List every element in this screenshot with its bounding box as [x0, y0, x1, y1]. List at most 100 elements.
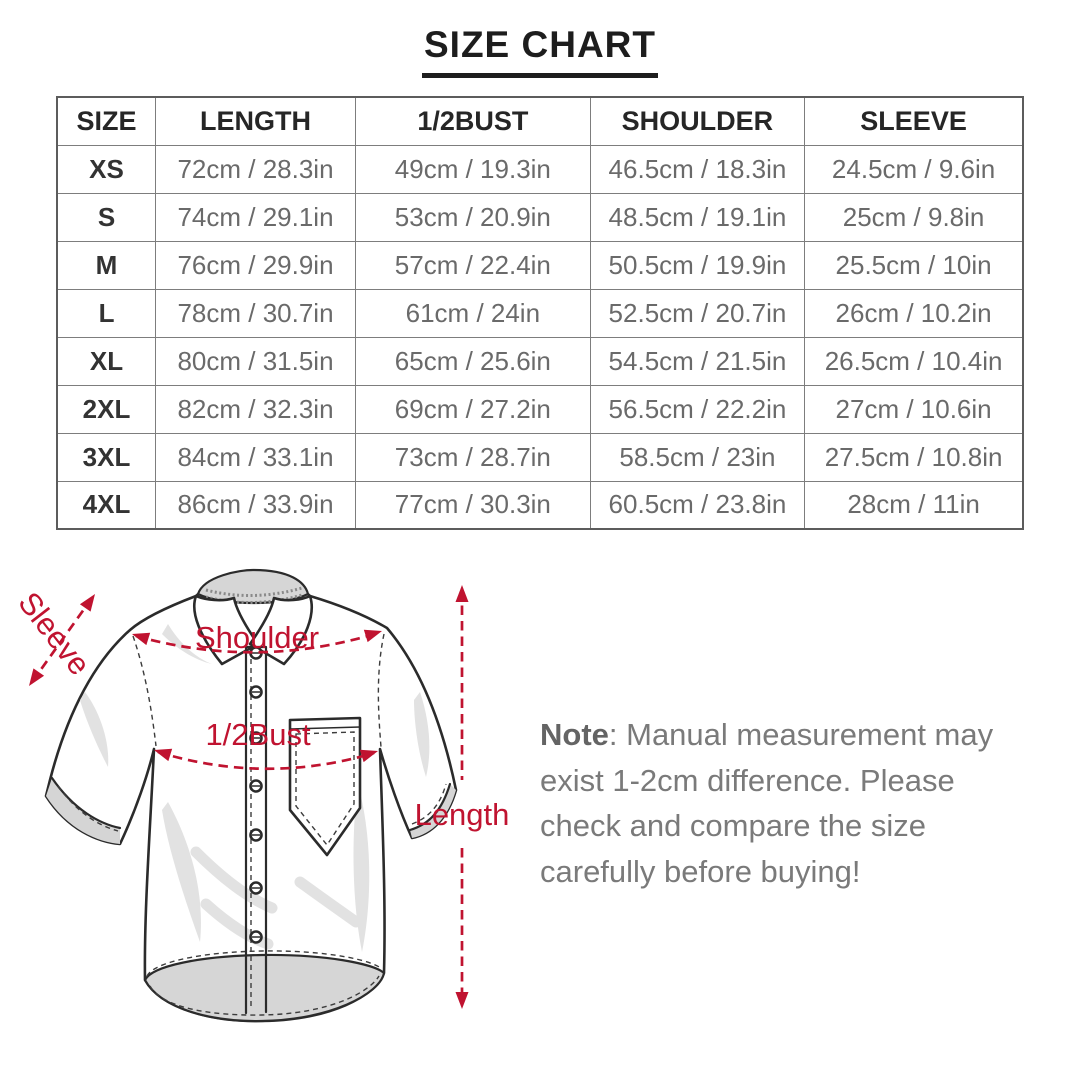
size-cell: 57cm / 22.4in: [354, 240, 591, 290]
hem-band: [143, 953, 386, 1023]
hem-stitch-top: [146, 950, 383, 977]
shirt-measurement-diagram: Shoulder 1/2Bust Sleeve Length: [11, 568, 510, 1023]
bust-arrow: [157, 750, 375, 771]
size-table: SIZE LENGTH 1/2BUST SHOULDER SLEEVE XS 72cm /…: [56, 96, 1024, 530]
size-table-header: SIZE LENGTH 1/2BUST SHOULDER SLEEVE: [56, 96, 1024, 146]
size-cell: 48.5cm / 19.1in: [589, 192, 806, 242]
size-cell: 58.5cm / 23in: [589, 432, 806, 482]
fold-shade: [200, 898, 274, 950]
size-table-body: XS 72cm / 28.3in 49cm / 19.3in 46.5cm / 18.…: [56, 144, 1024, 530]
size-cell: 53cm / 20.9in: [354, 192, 591, 242]
size-row-label: XL: [56, 336, 157, 386]
shirt-illustration: [44, 568, 458, 1023]
button: [249, 779, 263, 793]
table-row: 2XL 82cm / 32.3in 69cm / 27.2in 56.5cm / 22…: [56, 384, 1024, 434]
fold-shade: [294, 876, 362, 928]
note-text: : Manual measurement may exist 1-2cm dif…: [540, 717, 994, 889]
column-header: SLEEVE: [804, 96, 1024, 146]
size-cell: 28cm / 11in: [804, 480, 1024, 530]
bust-arrowhead-right: [359, 749, 378, 763]
size-cell: 50.5cm / 19.9in: [589, 240, 806, 290]
note-label: Note: [540, 717, 609, 752]
table-row: M 76cm / 29.9in 57cm / 22.4in 50.5cm / 19.9…: [56, 240, 1024, 290]
collar-ribbing: [205, 586, 303, 597]
fold-shade: [414, 692, 430, 777]
size-cell: 78cm / 30.7in: [155, 288, 356, 338]
button: [249, 731, 263, 745]
sleeve-arrow: [30, 597, 94, 683]
size-cell: 86cm / 33.9in: [155, 480, 356, 530]
sleeve-arrowhead-bottom: [29, 668, 45, 686]
right-armhole-seam: [377, 633, 385, 748]
pocket-stitch: [295, 731, 355, 847]
column-header: 1/2BUST: [354, 96, 591, 146]
size-cell: 82cm / 32.3in: [155, 384, 356, 434]
size-cell: 80cm / 31.5in: [155, 336, 356, 386]
size-cell: 27.5cm / 10.8in: [804, 432, 1024, 482]
size-cell: 65cm / 25.6in: [354, 336, 591, 386]
size-row-label: S: [56, 192, 157, 242]
size-cell: 49cm / 19.3in: [354, 144, 591, 194]
bust-arrowhead-left: [154, 748, 173, 762]
size-cell: 27cm / 10.6in: [804, 384, 1024, 434]
size-cell: 77cm / 30.3in: [354, 480, 591, 530]
sleeve-label: Sleeve: [11, 585, 97, 681]
size-row-label: XS: [56, 144, 157, 194]
size-cell: 76cm / 29.9in: [155, 240, 356, 290]
length-label: Length: [415, 797, 510, 832]
fold-shade: [162, 802, 201, 942]
fold-shade: [80, 692, 109, 767]
size-cell: 25cm / 9.8in: [804, 192, 1024, 242]
size-cell: 60.5cm / 23.8in: [589, 480, 806, 530]
left-armhole-seam: [132, 635, 157, 747]
button: [249, 685, 263, 699]
collar-left-flap: [193, 594, 260, 666]
button: [249, 930, 263, 944]
bust-label: 1/2Bust: [205, 717, 311, 752]
size-row-label: L: [56, 288, 157, 338]
right-cuff-band: [410, 784, 456, 838]
table-row: XL 80cm / 31.5in 65cm / 25.6in 54.5cm / 21.…: [56, 336, 1024, 386]
size-cell: 26cm / 10.2in: [804, 288, 1024, 338]
size-row-label: M: [56, 240, 157, 290]
table-row: L 78cm / 30.7in 61cm / 24in 52.5cm / 20.7in…: [56, 288, 1024, 338]
fold-shade: [162, 624, 212, 664]
size-cell: 69cm / 27.2in: [354, 384, 591, 434]
fold-shade: [190, 846, 278, 914]
right-cuff-stitch: [411, 783, 447, 825]
size-row-label: 2XL: [56, 384, 157, 434]
left-cuff-stitch: [57, 785, 119, 832]
sleeve-arrowhead-top: [79, 594, 95, 612]
button: [249, 828, 263, 842]
length-arrowhead-bottom: [455, 992, 469, 1009]
header-row: SIZE LENGTH 1/2BUST SHOULDER SLEEVE: [56, 96, 1024, 146]
size-cell: 61cm / 24in: [354, 288, 591, 338]
size-cell: 25.5cm / 10in: [804, 240, 1024, 290]
buttons: [249, 646, 263, 944]
table-row: 3XL 84cm / 33.1in 73cm / 28.7in 58.5cm / 23…: [56, 432, 1024, 482]
size-cell: 72cm / 28.3in: [155, 144, 356, 194]
size-cell: 73cm / 28.7in: [354, 432, 591, 482]
size-cell: 84cm / 33.1in: [155, 432, 356, 482]
hem-stitch-bottom: [149, 975, 380, 1016]
size-cell: 52.5cm / 20.7in: [589, 288, 806, 338]
size-cell: 54.5cm / 21.5in: [589, 336, 806, 386]
page-title-text: SIZE CHART: [422, 24, 658, 78]
column-header: SHOULDER: [589, 96, 806, 146]
size-cell: 56.5cm / 22.2in: [589, 384, 806, 434]
shoulder-arrow: [135, 631, 379, 654]
measurement-note: Note: Manual measurement may exist 1-2cm…: [540, 712, 1022, 894]
size-cell: 74cm / 29.1in: [155, 192, 356, 242]
pocket-top-hem: [289, 726, 361, 730]
button: [249, 881, 263, 895]
length-arrowhead-top: [455, 585, 469, 602]
size-cell: 26.5cm / 10.4in: [804, 336, 1024, 386]
size-cell: 24.5cm / 9.6in: [804, 144, 1024, 194]
page-title: SIZE CHART: [0, 24, 1080, 78]
table-row: S 74cm / 29.1in 53cm / 20.9in 48.5cm / 19.1…: [56, 192, 1024, 242]
column-header: LENGTH: [155, 96, 356, 146]
size-row-label: 3XL: [56, 432, 157, 482]
size-row-label: 4XL: [56, 480, 157, 530]
shoulder-label: Shoulder: [195, 620, 319, 655]
